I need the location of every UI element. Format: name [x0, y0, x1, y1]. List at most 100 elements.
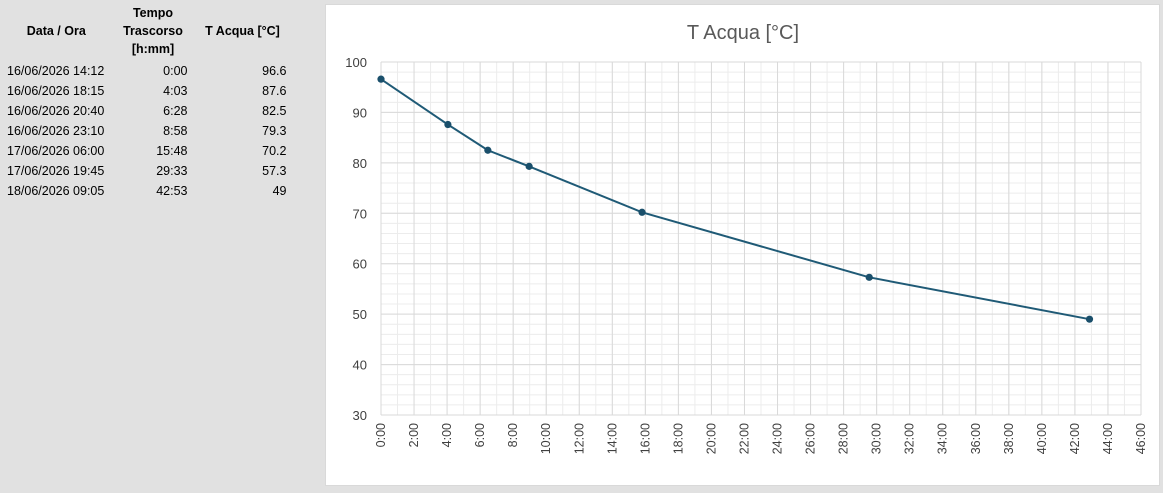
cell-elapsed[interactable]: 29:33 — [113, 161, 194, 182]
empty-cell[interactable] — [0, 421, 114, 442]
empty-cell[interactable] — [0, 261, 114, 282]
empty-row — [0, 281, 293, 302]
column-gridline — [292, 0, 293, 493]
y-tick-label: 70 — [353, 206, 367, 221]
x-tick-label: 14:00 — [605, 423, 619, 454]
empty-cell[interactable] — [0, 201, 114, 222]
cell-temperature[interactable]: 79.3 — [193, 121, 293, 142]
cell-elapsed[interactable]: 0:00 — [113, 62, 194, 82]
empty-cell[interactable] — [0, 221, 114, 242]
x-tick-label: 34:00 — [936, 423, 950, 454]
empty-cell[interactable] — [193, 241, 293, 262]
empty-cell[interactable] — [113, 401, 194, 422]
cell-date[interactable]: 17/06/2026 06:00 — [0, 141, 114, 162]
table-row: 16/06/2026 18:15 4:03 87.6 — [0, 81, 293, 102]
cell-elapsed[interactable]: 42:53 — [113, 181, 194, 202]
empty-cell[interactable] — [113, 321, 194, 342]
empty-cell[interactable] — [193, 461, 293, 482]
y-tick-label: 30 — [353, 408, 367, 423]
empty-cell[interactable] — [113, 241, 194, 262]
cell-temperature[interactable]: 82.5 — [193, 101, 293, 122]
cell-elapsed[interactable]: 4:03 — [113, 81, 194, 102]
empty-cell[interactable] — [0, 381, 114, 402]
empty-cell[interactable] — [193, 321, 293, 342]
y-tick-label: 80 — [353, 156, 367, 171]
cell-temperature[interactable]: 87.6 — [193, 81, 293, 102]
empty-cell[interactable] — [0, 441, 114, 462]
empty-cell[interactable] — [193, 421, 293, 442]
empty-cell[interactable] — [0, 461, 114, 482]
empty-cell[interactable] — [193, 441, 293, 462]
data-point — [444, 120, 452, 129]
series-line — [380, 78, 1090, 321]
empty-cell[interactable] — [193, 341, 293, 362]
cell-elapsed[interactable]: 15:48 — [113, 141, 194, 162]
x-tick-label: 12:00 — [572, 423, 586, 454]
empty-cell[interactable] — [0, 321, 114, 342]
empty-row — [0, 401, 293, 422]
empty-cell[interactable] — [113, 421, 194, 442]
empty-cell[interactable] — [113, 381, 194, 402]
empty-cell[interactable] — [0, 301, 114, 322]
empty-cell[interactable] — [193, 261, 293, 282]
empty-cell[interactable] — [193, 281, 293, 302]
x-tick-label: 24:00 — [771, 423, 785, 454]
empty-cell[interactable] — [113, 201, 194, 222]
empty-cell[interactable] — [193, 401, 293, 422]
x-tick-label: 2:00 — [407, 423, 421, 447]
cell-temperature[interactable]: 57.3 — [193, 161, 293, 182]
empty-cell[interactable] — [193, 201, 293, 222]
empty-row — [0, 461, 293, 482]
data-point — [865, 273, 873, 281]
chart-area[interactable]: 30 40 50 60 70 80 90 100 0:00 2:00 4:00 6:00 8:00 10:… — [325, 4, 1160, 486]
empty-cell[interactable] — [113, 341, 194, 362]
header-temperature[interactable]: T Acqua [°C] — [193, 0, 293, 62]
cell-date[interactable]: 16/06/2026 23:10 — [0, 121, 114, 142]
empty-cell[interactable] — [0, 241, 114, 262]
empty-cell[interactable] — [193, 361, 293, 382]
table-row: 16/06/2026 23:10 8:58 79.3 — [0, 121, 293, 142]
data-point — [525, 162, 533, 170]
cell-date[interactable]: 17/06/2026 19:45 — [0, 161, 114, 182]
cell-temperature[interactable]: 70.2 — [193, 141, 293, 162]
empty-cell[interactable] — [193, 221, 293, 242]
x-tick-label: 20:00 — [704, 423, 718, 454]
cell-temperature[interactable]: 96.6 — [193, 62, 293, 82]
header-date[interactable]: Data / Ora — [0, 0, 114, 62]
empty-cell[interactable] — [0, 341, 114, 362]
cell-elapsed[interactable]: 8:58 — [113, 121, 194, 142]
empty-cell[interactable] — [113, 361, 194, 382]
empty-cell[interactable] — [0, 281, 114, 302]
table-row: 17/06/2026 06:00 15:48 70.2 — [0, 141, 293, 162]
x-tick-label: 0:00 — [374, 423, 388, 447]
empty-cell[interactable] — [113, 281, 194, 302]
cell-elapsed[interactable]: 6:28 — [113, 101, 194, 122]
empty-cell[interactable] — [113, 301, 194, 322]
empty-row — [0, 261, 293, 282]
header-elapsed[interactable]: Tempo Trascorso [h:mm] — [113, 0, 194, 62]
empty-cell[interactable] — [113, 221, 194, 242]
x-tick-label: 32:00 — [903, 423, 917, 454]
empty-cell[interactable] — [0, 401, 114, 422]
empty-cell[interactable] — [113, 261, 194, 282]
empty-cell[interactable] — [113, 461, 194, 482]
empty-cell[interactable] — [0, 361, 114, 382]
table-row: 16/06/2026 14:12 0:00 96.6 — [0, 62, 293, 82]
empty-cell[interactable] — [113, 441, 194, 462]
empty-row — [0, 241, 293, 262]
empty-row — [0, 201, 293, 222]
line-chart: 30 40 50 60 70 80 90 100 0:00 2:00 4:00 6:00 8:00 10:… — [345, 22, 1148, 454]
cell-date[interactable]: 18/06/2026 09:05 — [0, 181, 114, 202]
x-tick-label: 38:00 — [1002, 423, 1016, 454]
cell-date[interactable]: 16/06/2026 18:15 — [0, 81, 114, 102]
x-tick-label: 4:00 — [440, 423, 454, 447]
cell-date[interactable]: 16/06/2026 14:12 — [0, 62, 114, 82]
x-tick-label: 22:00 — [737, 423, 751, 454]
empty-cell[interactable] — [193, 301, 293, 322]
x-tick-label: 28:00 — [837, 423, 851, 454]
cell-date[interactable]: 16/06/2026 20:40 — [0, 101, 114, 122]
empty-cell[interactable] — [193, 381, 293, 402]
x-tick-label: 8:00 — [506, 423, 520, 447]
x-tick-label: 30:00 — [870, 423, 884, 454]
cell-temperature[interactable]: 49 — [193, 181, 293, 202]
